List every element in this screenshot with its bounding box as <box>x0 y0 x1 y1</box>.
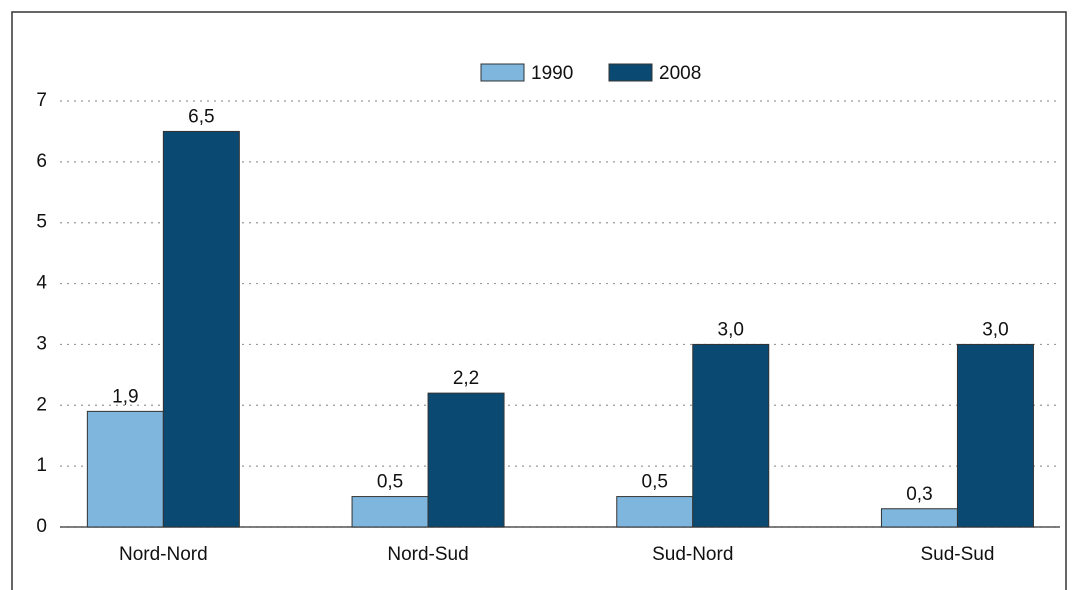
bar <box>86 410 164 528</box>
value-label: 0,3 <box>906 484 932 505</box>
bar <box>351 496 429 528</box>
bar <box>427 392 505 528</box>
value-label: 3,0 <box>718 319 744 340</box>
x-tick-label: Sud-Nord <box>652 544 733 565</box>
bar <box>880 508 958 528</box>
value-label: 6,5 <box>188 106 214 127</box>
value-label: 0,5 <box>377 472 403 493</box>
legend-swatch <box>480 63 525 82</box>
x-tick-label: Sud-Sud <box>920 544 994 565</box>
legend-label: 1990 <box>531 63 573 84</box>
y-tick-label: 2 <box>36 394 47 415</box>
y-tick-label: 5 <box>36 212 47 233</box>
bar <box>162 130 240 528</box>
x-tick-label: Nord-Nord <box>119 544 208 565</box>
y-tick-label: 7 <box>36 90 47 111</box>
value-label: 2,2 <box>453 368 479 389</box>
y-tick-label: 4 <box>36 273 47 294</box>
legend-swatch <box>608 63 653 82</box>
bar <box>616 496 694 528</box>
frame <box>11 11 1067 590</box>
bar <box>956 343 1034 528</box>
value-label: 0,5 <box>642 472 668 493</box>
x-tick-label: Nord-Sud <box>387 544 468 565</box>
y-tick-label: 0 <box>36 516 47 537</box>
value-label: 1,9 <box>112 386 138 407</box>
bar <box>692 343 770 528</box>
y-tick-label: 3 <box>36 333 47 354</box>
y-tick-label: 6 <box>36 151 47 172</box>
value-label: 3,0 <box>982 319 1008 340</box>
legend-label: 2008 <box>659 63 701 84</box>
y-tick-label: 1 <box>36 455 47 476</box>
